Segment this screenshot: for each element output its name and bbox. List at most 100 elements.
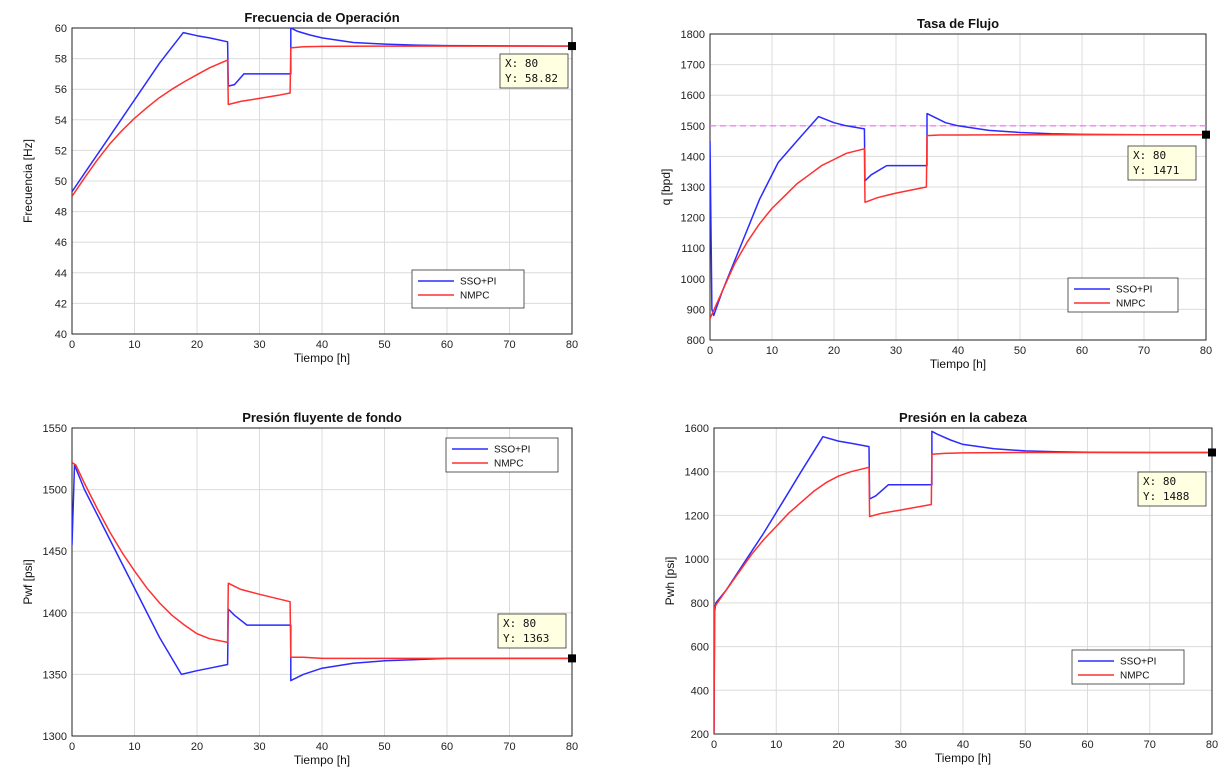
flujo-ytick-label: 900 xyxy=(687,304,705,316)
flujo-legend-label: SSO+PI xyxy=(1116,285,1152,296)
frecuencia-xtick-label: 70 xyxy=(503,339,515,351)
presion-cabeza-ytick-label: 1600 xyxy=(685,423,709,435)
frecuencia-ylabel: Frecuencia [Hz] xyxy=(22,139,35,223)
presion-fondo-legend xyxy=(445,437,559,473)
chart-presion-fondo: Presión fluyente de fondo 0 10 20 30 40 50 60 70… xyxy=(21,410,578,767)
presion-cabeza-ytick-label: 400 xyxy=(691,685,709,697)
flujo-xtick-label: 70 xyxy=(1138,345,1150,357)
flujo-ytick-label: 1600 xyxy=(681,90,705,102)
presion-fondo-xtick-label: 30 xyxy=(253,741,265,753)
frecuencia-xtick-label: 50 xyxy=(378,339,390,351)
presion-fondo-datatip-marker[interactable] xyxy=(568,654,576,663)
flujo-ytick-label: 1200 xyxy=(681,213,705,225)
flujo-datatip xyxy=(1127,145,1197,181)
frecuencia-xlabel: Tiempo [h] xyxy=(294,351,350,365)
presion-cabeza-xtick-label: 80 xyxy=(1206,739,1218,751)
presion-cabeza-legend xyxy=(1071,649,1185,685)
presion-cabeza-xtick-label: 10 xyxy=(770,739,782,751)
flujo-ytick-label: 1800 xyxy=(681,29,705,41)
presion-cabeza-legend-label: NMPC xyxy=(1120,671,1149,682)
presion-fondo-ytick-label: 1350 xyxy=(43,669,67,681)
presion-cabeza-legend-label: SSO+PI xyxy=(1120,657,1156,668)
flujo-series-sso-pi-line xyxy=(710,112,1206,317)
presion-fondo-xtick-label: 40 xyxy=(316,741,328,753)
frecuencia-ytick-label: 50 xyxy=(55,176,67,188)
presion-cabeza-xtick-label: 60 xyxy=(1081,739,1093,751)
flujo-datatip-y: Y: 1471 xyxy=(1133,164,1179,177)
presion-fondo-xtick-label: 20 xyxy=(191,741,203,753)
presion-cabeza-ytick-label: 1200 xyxy=(685,510,709,522)
presion-fondo-ytick-label: 1400 xyxy=(43,608,67,620)
presion-fondo-xtick-label: 10 xyxy=(128,741,140,753)
frecuencia-xtick-label: 0 xyxy=(69,339,75,351)
flujo-xtick-label: 60 xyxy=(1076,345,1088,357)
flujo-xtick-label: 0 xyxy=(707,345,713,357)
frecuencia-xtick-label: 40 xyxy=(316,339,328,351)
frecuencia-xtick-label: 30 xyxy=(253,339,265,351)
chart-flujo: Tasa de Flujo 0 10 20 30 40 50 60 70 80 800 900 1000… xyxy=(659,16,1212,371)
flujo-legend xyxy=(1067,277,1179,313)
frecuencia-ytick-label: 54 xyxy=(55,115,67,127)
presion-cabeza-xtick-label: 70 xyxy=(1144,739,1156,751)
presion-fondo-ylabel: Pwf [psi] xyxy=(21,559,35,604)
presion-cabeza-xtick-label: 0 xyxy=(711,739,717,751)
presion-cabeza-series-nmpc-line xyxy=(714,451,1212,734)
flujo-ytick-label: 1500 xyxy=(681,121,705,133)
frecuencia-datatip-y: Y: 58.82 xyxy=(505,72,558,85)
frecuencia-datatip-x: X: 80 xyxy=(505,57,538,70)
presion-fondo-datatip xyxy=(497,613,567,649)
frecuencia-ytick-label: 58 xyxy=(55,54,67,66)
presion-cabeza-datatip-marker[interactable] xyxy=(1208,448,1216,457)
presion-fondo-series-sso-pi-line xyxy=(72,464,572,682)
presion-fondo-xlabel: Tiempo [h] xyxy=(294,753,350,767)
presion-fondo-ytick-label: 1500 xyxy=(43,485,67,497)
frecuencia-datatip-marker[interactable] xyxy=(568,42,576,51)
presion-cabeza-series-sso-pi-line xyxy=(714,430,1212,734)
presion-fondo-title: Presión fluyente de fondo xyxy=(242,410,402,425)
presion-fondo-xtick-label: 80 xyxy=(566,741,578,753)
chart-flujo-panel: Tasa de Flujo 0 10 20 30 40 50 60 70 80 800 900 1000… xyxy=(650,8,1220,384)
presion-fondo-ytick-label: 1300 xyxy=(43,731,67,743)
presion-cabeza-ytick-label: 200 xyxy=(691,729,709,741)
presion-fondo-xtick-label: 0 xyxy=(69,741,75,753)
presion-cabeza-title: Presión en la cabeza xyxy=(899,410,1028,425)
flujo-datatip-marker[interactable] xyxy=(1202,130,1210,139)
presion-fondo-xtick-label: 60 xyxy=(441,741,453,753)
flujo-series-nmpc-line xyxy=(710,133,1206,319)
flujo-xlabel: Tiempo [h] xyxy=(930,357,986,371)
frecuencia-ytick-label: 48 xyxy=(55,207,67,219)
frecuencia-xtick-label: 20 xyxy=(191,339,203,351)
flujo-title: Tasa de Flujo xyxy=(917,16,999,31)
presion-cabeza-ylabel: Pwh [psi] xyxy=(663,557,677,606)
presion-cabeza-datatip xyxy=(1137,471,1207,507)
flujo-ytick-label: 1700 xyxy=(681,60,705,72)
presion-cabeza-xlabel: Tiempo [h] xyxy=(935,751,991,765)
flujo-xtick-label: 40 xyxy=(952,345,964,357)
chart-presion-fondo-panel: Presión fluyente de fondo 0 10 20 30 40 50 60 70… xyxy=(10,408,590,775)
presion-fondo-legend-label: NMPC xyxy=(494,459,523,470)
presion-cabeza-xtick-label: 20 xyxy=(832,739,844,751)
chart-presion-cabeza-panel: Presión en la cabeza 0 10 20 30 40 50 60 70 80 200… xyxy=(648,408,1224,775)
frecuencia-xtick-label: 10 xyxy=(128,339,140,351)
presion-cabeza-xtick-label: 40 xyxy=(957,739,969,751)
presion-fondo-axes-box xyxy=(71,427,573,737)
chart-presion-cabeza: Presión en la cabeza 0 10 20 30 40 50 60 70 80 200… xyxy=(663,410,1218,765)
frecuencia-xtick-label: 80 xyxy=(566,339,578,351)
flujo-ytick-label: 800 xyxy=(687,335,705,347)
frecuencia-ytick-label: 40 xyxy=(55,329,67,341)
flujo-xtick-label: 50 xyxy=(1014,345,1026,357)
frecuencia-ytick-label: 56 xyxy=(55,84,67,96)
flujo-xtick-label: 80 xyxy=(1200,345,1212,357)
frecuencia-legend xyxy=(411,269,525,309)
frecuencia-axes-box xyxy=(71,27,573,335)
flujo-ytick-label: 1000 xyxy=(681,274,705,286)
presion-fondo-series-nmpc-line xyxy=(72,461,572,660)
frecuencia-xtick-label: 60 xyxy=(441,339,453,351)
chart-frecuencia: Frecuencia de Operación 0 10 20 30 40 50 60 70 80… xyxy=(22,10,578,365)
presion-fondo-legend-label: SSO+PI xyxy=(494,445,530,456)
presion-cabeza-xtick-label: 50 xyxy=(1019,739,1031,751)
frecuencia-legend-label: NMPC xyxy=(460,291,489,302)
presion-cabeza-ytick-label: 1400 xyxy=(685,467,709,479)
presion-cabeza-datatip-y: Y: 1488 xyxy=(1143,490,1189,503)
flujo-legend-label: NMPC xyxy=(1116,299,1145,310)
